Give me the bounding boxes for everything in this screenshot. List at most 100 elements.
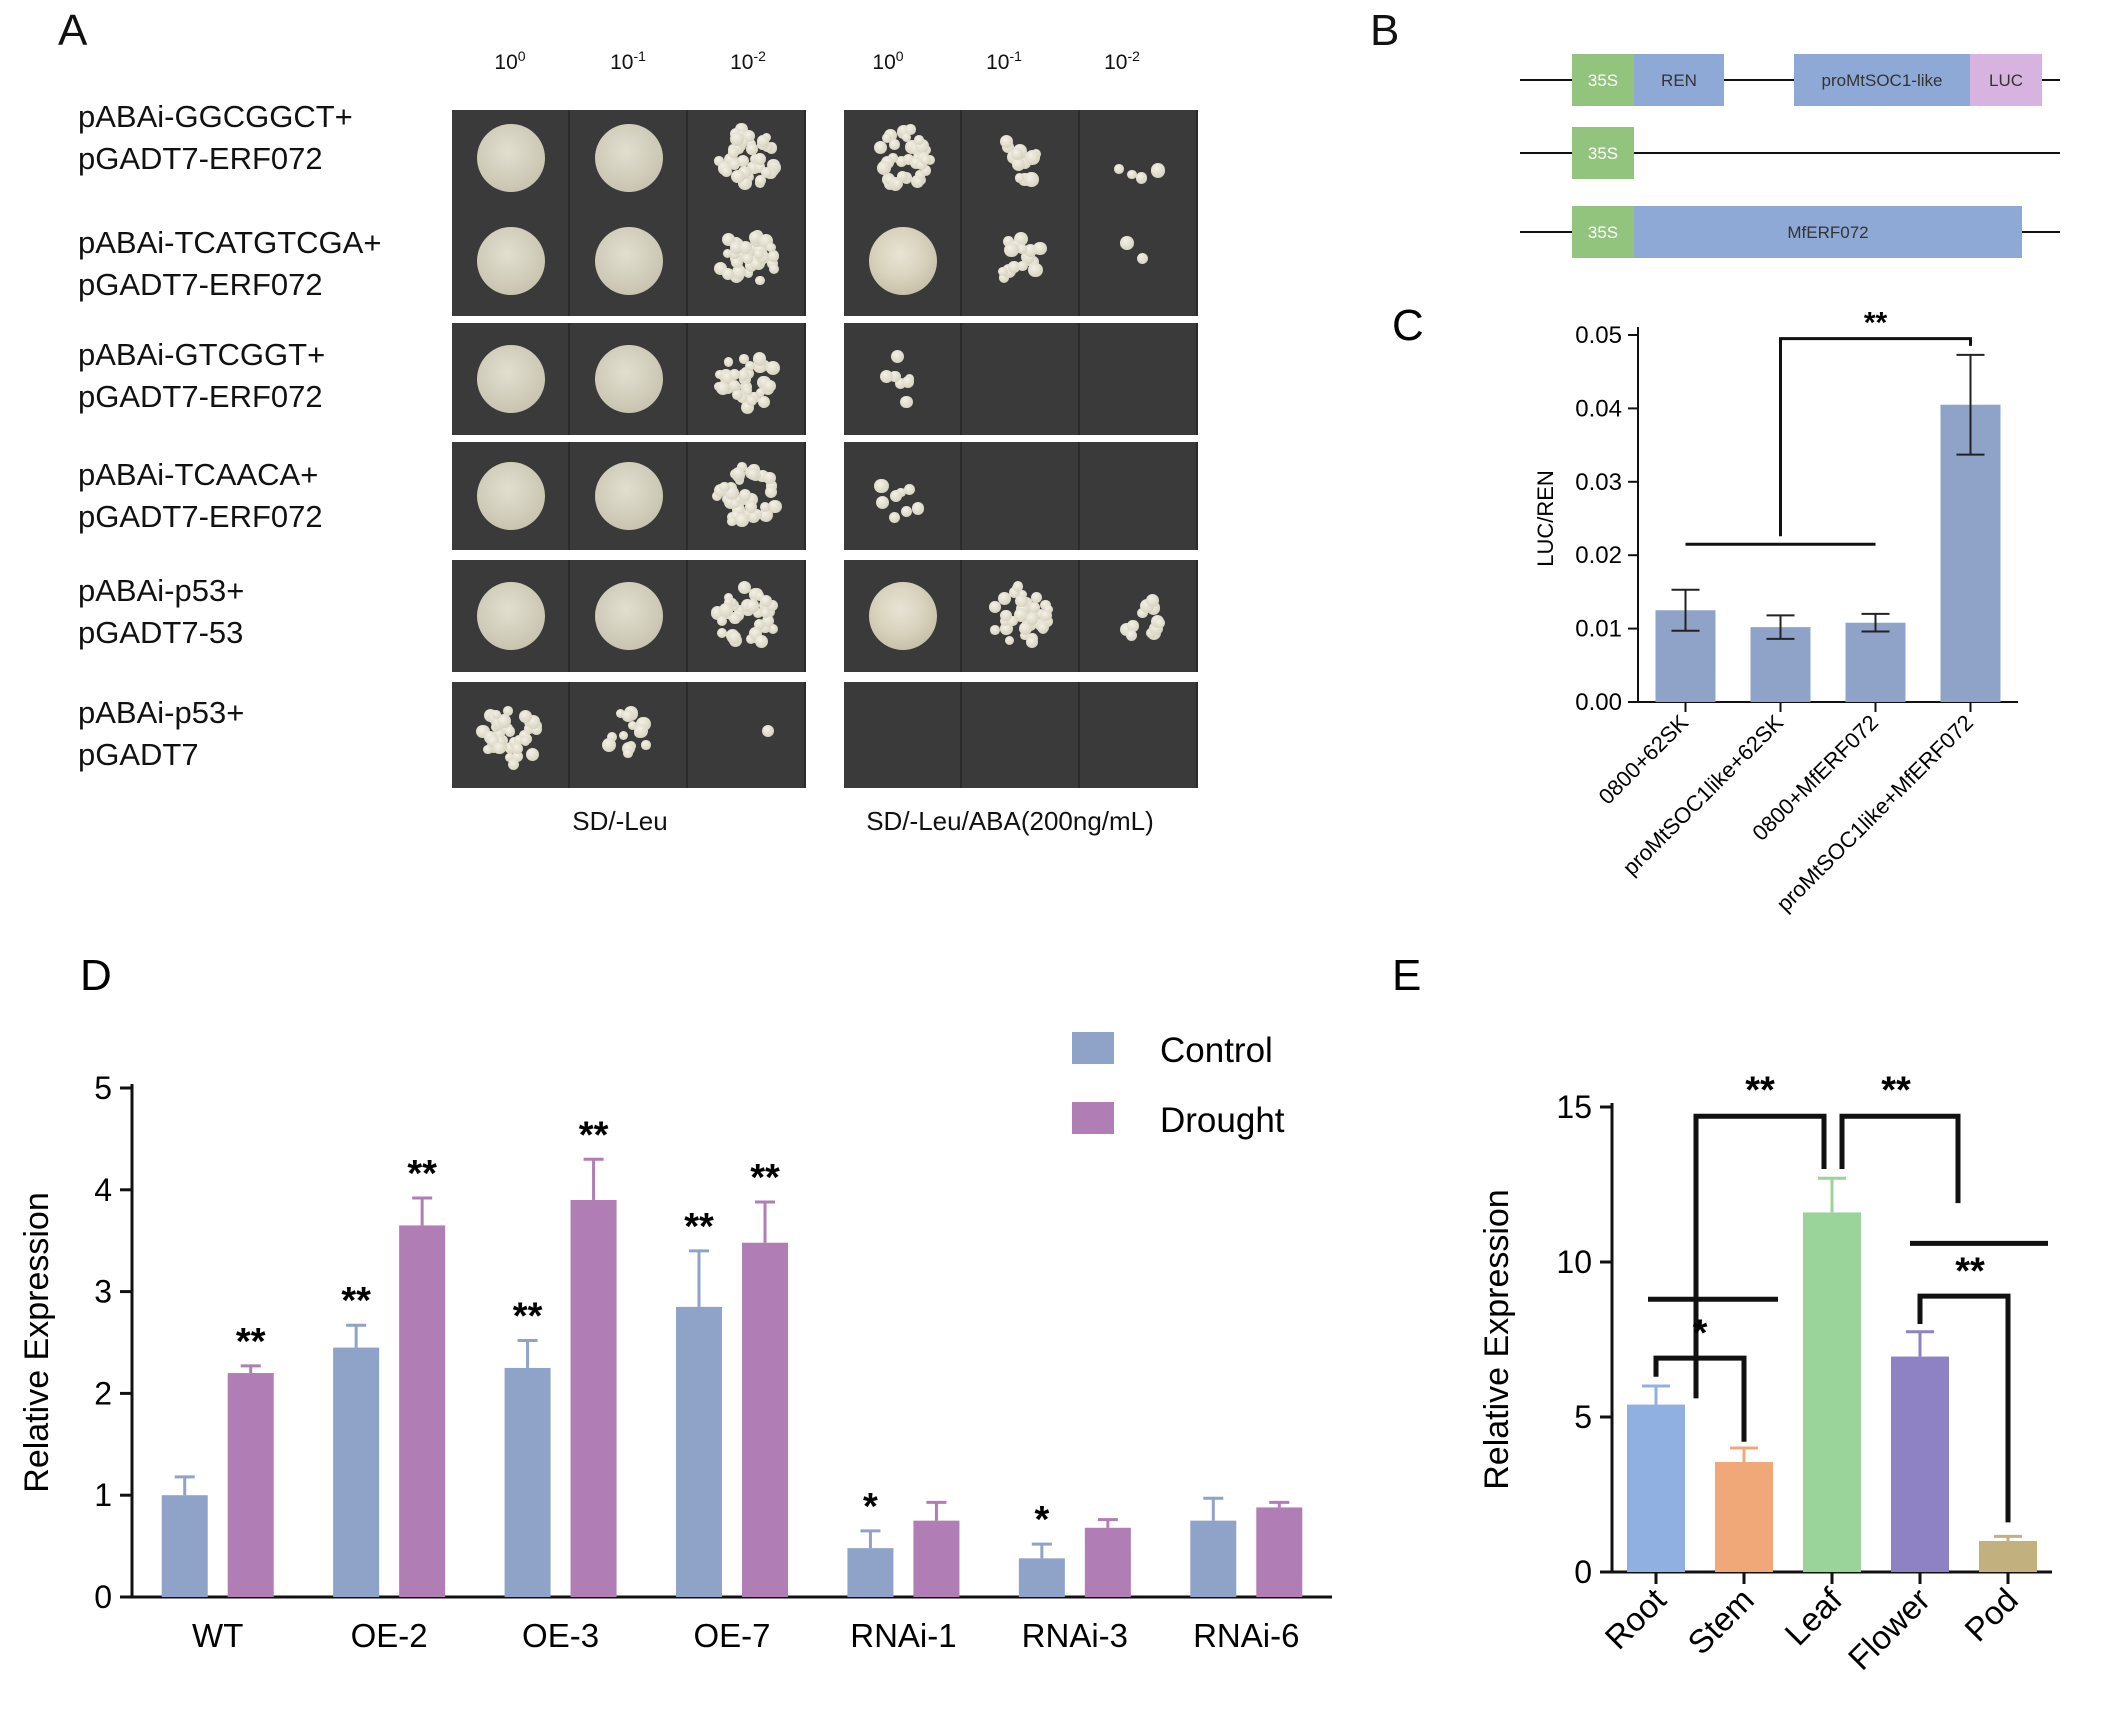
d-significance-label: ** <box>236 1321 266 1363</box>
yeast-colony <box>1137 252 1148 264</box>
construct1-luc-label: LUC <box>1989 71 2023 90</box>
yeast-colony <box>905 124 917 135</box>
e-x-tick-label: Pod <box>1957 1581 2025 1649</box>
yeast-colony <box>755 388 765 398</box>
dilution-label: 100 <box>848 48 928 75</box>
yeast-colony <box>765 599 778 612</box>
dilution-exponent: -2 <box>1127 48 1140 64</box>
yeast-colony <box>748 231 763 245</box>
yeast-spot <box>477 124 545 192</box>
yeast-colony <box>1024 172 1039 187</box>
yeast-colony <box>1030 591 1042 604</box>
yeast-colony <box>1146 593 1160 607</box>
yeast-colony <box>745 394 757 406</box>
yeast-colony <box>743 268 754 279</box>
yeast-colony <box>1015 173 1025 183</box>
yeast-colony <box>483 744 493 755</box>
d-significance-label: ** <box>341 1280 371 1322</box>
d-significance-label: ** <box>513 1295 543 1337</box>
construct2-35s-box <box>1572 127 1634 179</box>
d-bar-control <box>333 1347 380 1597</box>
plate-row <box>452 682 806 788</box>
plate-cell <box>452 323 570 435</box>
yeast-colony <box>997 266 1008 277</box>
yeast-colony <box>766 242 776 253</box>
yeast-colony <box>757 135 769 148</box>
construct2-35s-label: 35S <box>1588 144 1618 163</box>
d-x-tick-label: RNAi-6 <box>1193 1617 1299 1654</box>
yeast-colony <box>1025 611 1039 625</box>
yeast-colony <box>719 481 730 493</box>
c-y-axis-label: LUC/REN <box>1533 470 1558 567</box>
row-label-line2: pGADT7-ERF072 <box>78 141 323 176</box>
yeast-colony <box>762 379 776 393</box>
panel-b-letter: B <box>1370 6 1400 55</box>
yeast-colony <box>1040 609 1052 622</box>
row-label-line1: pABAi-TCAACA+ <box>78 457 319 492</box>
yeast-colony <box>763 471 776 485</box>
row-label: pABAi-p53+ pGADT7-53 <box>78 570 244 654</box>
yeast-colony <box>998 272 1010 283</box>
yeast-colony <box>754 249 764 259</box>
d-bar-drought <box>399 1225 446 1597</box>
yeast-colony <box>920 154 931 166</box>
yeast-colony <box>1120 235 1134 250</box>
yeast-colony <box>742 252 753 264</box>
yeast-colony <box>628 720 638 730</box>
yeast-colony <box>731 169 746 184</box>
yeast-spot <box>595 582 663 650</box>
plate-cell <box>1080 682 1198 788</box>
yeast-colony <box>753 619 766 631</box>
dilution-base: 10 <box>610 51 634 74</box>
yeast-spot <box>595 462 663 530</box>
yeast-colony <box>513 735 524 746</box>
yeast-colony <box>753 160 766 173</box>
plate-cell <box>688 110 806 206</box>
yeast-colony <box>758 396 771 408</box>
yeast-colony <box>731 467 745 481</box>
yeast-colony <box>768 499 782 514</box>
yeast-colony <box>1017 589 1027 599</box>
plate-cell <box>570 323 688 435</box>
plate-row <box>844 682 1198 788</box>
yeast-colony <box>1004 636 1014 646</box>
yeast-colony <box>989 600 1001 613</box>
yeast-colony <box>748 511 759 523</box>
c-y-tick-label: 0.03 <box>1575 469 1622 496</box>
medium-left-label: SD/-Leu <box>572 806 668 836</box>
yeast-colony <box>633 724 648 739</box>
yeast-colony <box>623 748 633 759</box>
d-y-tick-label: 2 <box>94 1375 112 1411</box>
yeast-colony <box>765 486 777 499</box>
plate-row <box>844 442 1198 550</box>
yeast-colony <box>1014 594 1028 608</box>
plate-row <box>452 206 806 316</box>
row-label: pABAi-p53+ pGADT7 <box>78 692 244 776</box>
e-y-tick-label: 0 <box>1574 1554 1592 1590</box>
yeast-colony <box>1028 602 1041 614</box>
yeast-colony <box>739 241 752 255</box>
d-x-tick-label: RNAi-3 <box>1022 1617 1128 1654</box>
d-x-tick-label: OE-2 <box>351 1617 428 1654</box>
yeast-colony <box>888 511 900 524</box>
yeast-colony <box>512 743 523 754</box>
yeast-colony <box>897 171 908 183</box>
yeast-colony <box>890 489 903 503</box>
yeast-colony <box>747 467 760 480</box>
yeast-colony <box>1025 149 1041 165</box>
chart-e: 0 5 10 15 Relative Expression Root Stem LeafFlo… <box>1478 1069 2052 1677</box>
yeast-colony <box>911 502 925 516</box>
yeast-colony <box>746 143 758 155</box>
yeast-colony <box>739 354 749 364</box>
yeast-colony <box>743 508 753 518</box>
yeast-colony <box>999 134 1014 149</box>
yeast-colony <box>920 164 932 176</box>
construct3-35s-box <box>1572 206 1634 258</box>
construct-diagram: 35S REN proMtSOC1-like LUC 35S 35S MfERF… <box>1520 54 2060 258</box>
plate-cell <box>844 323 962 435</box>
yeast-colony <box>737 580 752 595</box>
e-y-tick-label: 5 <box>1574 1399 1592 1435</box>
yeast-colony <box>1037 621 1049 634</box>
d-bar-control <box>1190 1520 1237 1597</box>
